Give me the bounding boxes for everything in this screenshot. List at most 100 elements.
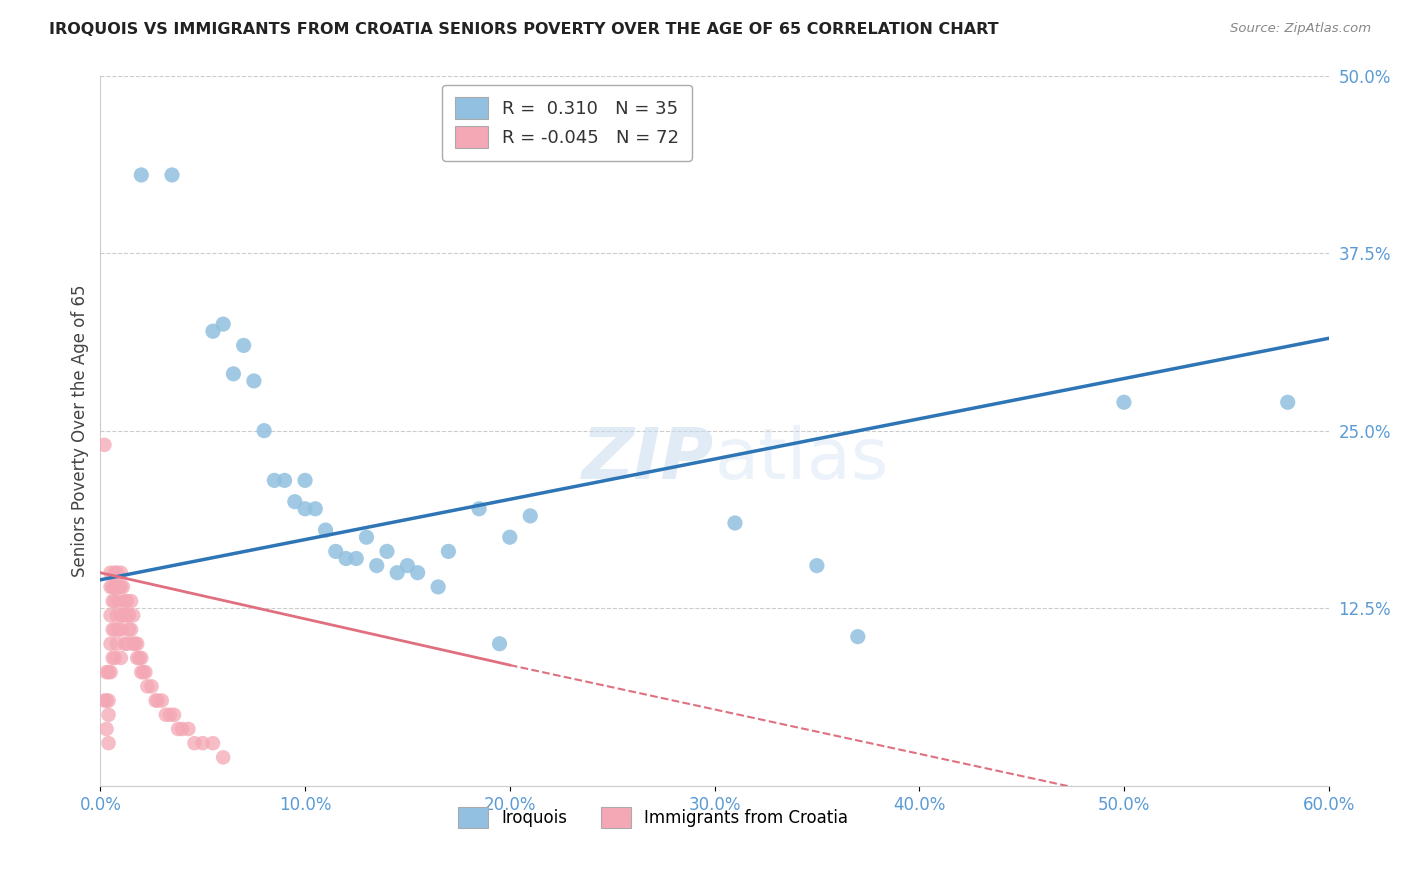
Point xyxy=(115,608,138,623)
Point xyxy=(846,630,869,644)
Point xyxy=(191,736,214,750)
Point xyxy=(127,637,149,651)
Point xyxy=(120,594,142,608)
Point xyxy=(107,580,129,594)
Point xyxy=(100,637,122,651)
Point xyxy=(100,608,122,623)
Point xyxy=(519,508,541,523)
Y-axis label: Seniors Poverty Over the Age of 65: Seniors Poverty Over the Age of 65 xyxy=(72,285,89,577)
Point xyxy=(97,665,120,680)
Point xyxy=(124,637,146,651)
Point xyxy=(93,693,115,707)
Point xyxy=(155,707,177,722)
Point xyxy=(104,651,127,665)
Point xyxy=(437,544,460,558)
Point xyxy=(118,623,141,637)
Point xyxy=(100,566,122,580)
Point xyxy=(294,501,316,516)
Point xyxy=(150,693,173,707)
Point xyxy=(100,665,122,680)
Point xyxy=(304,501,326,516)
Point xyxy=(134,665,156,680)
Point xyxy=(183,736,205,750)
Point xyxy=(93,438,115,452)
Legend: Iroquois, Immigrants from Croatia: Iroquois, Immigrants from Croatia xyxy=(451,801,855,834)
Point xyxy=(375,544,398,558)
Text: ZIP: ZIP xyxy=(582,425,714,493)
Text: atlas: atlas xyxy=(714,425,889,493)
Point xyxy=(105,608,128,623)
Point xyxy=(97,707,120,722)
Point xyxy=(115,594,138,608)
Point xyxy=(122,608,145,623)
Point xyxy=(132,665,155,680)
Point xyxy=(96,722,118,736)
Point xyxy=(294,474,316,488)
Point xyxy=(222,367,245,381)
Point xyxy=(427,580,450,594)
Point xyxy=(159,707,181,722)
Point xyxy=(110,608,132,623)
Point xyxy=(122,637,145,651)
Point xyxy=(129,168,152,182)
Point xyxy=(385,566,408,580)
Point xyxy=(253,424,276,438)
Point xyxy=(129,665,152,680)
Point xyxy=(201,736,224,750)
Point xyxy=(114,608,136,623)
Point xyxy=(110,651,132,665)
Point xyxy=(141,679,163,693)
Point xyxy=(115,637,138,651)
Point xyxy=(114,594,136,608)
Point xyxy=(325,544,347,558)
Point xyxy=(177,722,200,736)
Point xyxy=(172,722,194,736)
Point xyxy=(1112,395,1135,409)
Point xyxy=(111,608,134,623)
Point xyxy=(406,566,429,580)
Point xyxy=(97,693,120,707)
Point xyxy=(107,594,129,608)
Point xyxy=(96,665,118,680)
Point xyxy=(146,693,169,707)
Point xyxy=(136,679,159,693)
Point xyxy=(101,623,124,637)
Point xyxy=(145,693,167,707)
Point xyxy=(110,623,132,637)
Point xyxy=(100,580,122,594)
Point xyxy=(96,693,118,707)
Point xyxy=(110,566,132,580)
Point xyxy=(114,637,136,651)
Point xyxy=(366,558,388,573)
Point xyxy=(105,580,128,594)
Point xyxy=(201,324,224,338)
Point xyxy=(97,736,120,750)
Point xyxy=(104,580,127,594)
Point xyxy=(1277,395,1299,409)
Point xyxy=(101,580,124,594)
Point xyxy=(105,637,128,651)
Point xyxy=(118,608,141,623)
Point xyxy=(127,651,149,665)
Point xyxy=(212,317,235,331)
Point xyxy=(128,651,150,665)
Point xyxy=(344,551,367,566)
Point xyxy=(499,530,522,544)
Point xyxy=(468,501,491,516)
Point xyxy=(356,530,378,544)
Point xyxy=(167,722,190,736)
Point xyxy=(101,594,124,608)
Point xyxy=(284,494,307,508)
Text: Source: ZipAtlas.com: Source: ZipAtlas.com xyxy=(1230,22,1371,36)
Point xyxy=(335,551,357,566)
Point xyxy=(724,516,747,530)
Point xyxy=(243,374,266,388)
Point xyxy=(396,558,419,573)
Point xyxy=(806,558,828,573)
Point xyxy=(160,168,183,182)
Point xyxy=(315,523,337,537)
Point xyxy=(101,651,124,665)
Point xyxy=(104,594,127,608)
Point xyxy=(107,623,129,637)
Point xyxy=(111,580,134,594)
